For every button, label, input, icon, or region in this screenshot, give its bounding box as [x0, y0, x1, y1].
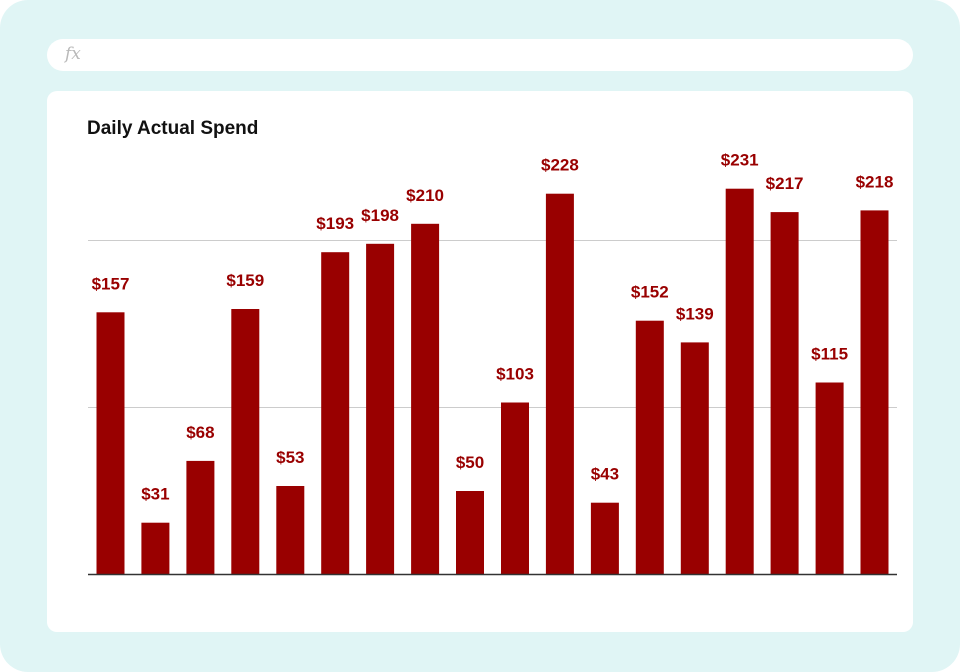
bar[interactable]	[501, 402, 529, 575]
bar[interactable]	[635, 320, 664, 575]
bar[interactable]	[141, 522, 170, 575]
data-label: $157	[92, 274, 130, 293]
data-label: $210	[406, 186, 444, 205]
bar[interactable]	[725, 188, 754, 575]
bar[interactable]	[860, 210, 889, 575]
data-label: $43	[591, 465, 619, 484]
bar[interactable]	[96, 312, 125, 575]
data-label: $228	[541, 156, 579, 175]
bar[interactable]	[590, 502, 619, 575]
bar[interactable]	[186, 460, 215, 575]
formula-bar[interactable]: fx	[47, 39, 913, 71]
function-icon: fx	[65, 44, 81, 64]
bar[interactable]	[680, 342, 709, 575]
bar[interactable]	[545, 193, 574, 575]
chart-title: Daily Actual Spend	[87, 118, 259, 139]
data-label: $198	[361, 206, 399, 225]
data-label: $159	[226, 271, 264, 290]
data-label: $31	[141, 485, 169, 504]
data-label: $50	[456, 453, 484, 472]
bar[interactable]	[321, 252, 350, 575]
bar[interactable]	[815, 382, 844, 575]
bar[interactable]	[276, 486, 305, 575]
bar-chart: $157 $31 $68 $159 $53 $193 $198 $210 $50 $103 $228…	[88, 151, 897, 576]
bar[interactable]	[770, 212, 799, 575]
data-label: $115	[811, 345, 848, 364]
data-label: $218	[856, 172, 894, 191]
data-label: $217	[766, 174, 804, 193]
bar[interactable]	[231, 309, 260, 575]
chart-card[interactable]: Daily Actual Spend $157 $31 $68 $159 $53 $193…	[47, 91, 913, 632]
bar[interactable]	[366, 243, 395, 575]
data-label: $68	[186, 423, 214, 442]
data-label: $231	[721, 151, 759, 170]
bar[interactable]	[411, 223, 440, 575]
data-label: $53	[276, 448, 304, 467]
data-label: $103	[496, 365, 534, 384]
bar[interactable]	[456, 491, 484, 575]
data-label: $139	[676, 304, 714, 323]
data-label: $193	[316, 214, 354, 233]
data-label: $152	[631, 283, 669, 302]
